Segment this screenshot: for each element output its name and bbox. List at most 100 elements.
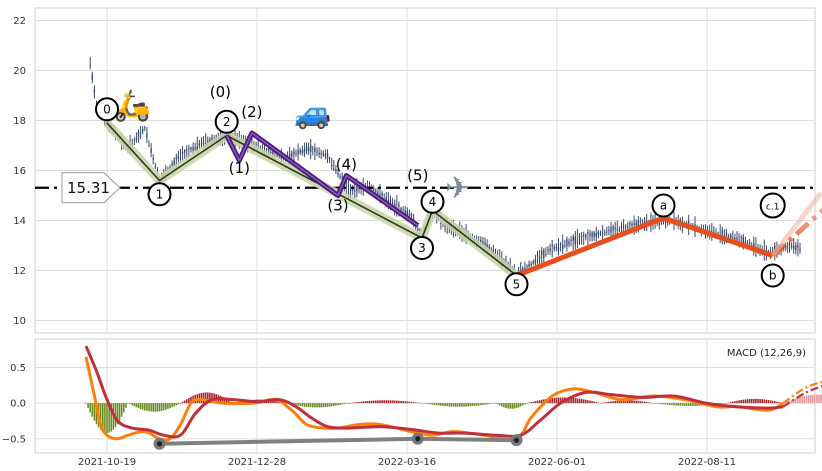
macd-histogram-bar [473,403,476,406]
sub-wave-line [226,132,419,227]
candle-body [387,199,390,203]
signal-projection-line [782,385,822,408]
macd-histogram-bar [89,403,91,413]
macd-histogram-bar [167,403,169,409]
candle-body [333,168,335,170]
macd-histogram-bar [618,400,621,404]
macd-histogram-bar [225,399,228,404]
macd-histogram-bar [788,400,791,404]
candle-body [732,237,734,239]
wave-point-5: 5 [504,272,529,297]
macd-histogram-bar [486,403,488,405]
macd-histogram-bar [435,403,438,406]
macd-histogram-bar [734,401,736,404]
candle-body [618,229,621,231]
candle-body [633,222,635,226]
candle-body [591,232,593,237]
macd-histogram-bar [106,403,108,434]
candle-body [534,258,537,264]
candle-body [589,233,591,237]
macd-histogram-bar [137,403,140,409]
macd-histogram-bar [795,398,797,404]
candle-body [685,222,688,224]
price-y-tick-label: 10 [13,316,26,327]
macd-histogram-bar [160,403,163,411]
macd-histogram-bar [324,403,327,408]
macd-histogram-bar [99,403,102,430]
sub-wave-label: (2) [241,103,262,121]
divergence-node-center [415,436,421,442]
candle-body [727,235,730,237]
candle-body [656,222,658,224]
macd-histogram-bar [505,403,507,409]
candle-body [549,248,551,251]
candle-body [272,149,274,155]
macd-histogram-bar [438,403,440,406]
candle-body [200,142,203,144]
wave-point-c.1: c.1 [759,192,786,219]
macd-histogram-bar [589,400,591,404]
macd-histogram-bar [440,403,442,406]
candle-body [316,151,318,153]
candle-body [629,223,631,225]
candle-body [797,244,799,248]
candle-body [625,225,627,227]
candle-body [410,213,413,216]
macd-histogram-bar [593,401,595,404]
macd-histogram-bar [330,403,333,407]
candle-body [192,146,194,151]
macd-histogram-bar [813,394,816,404]
macd-histogram-bar [398,400,400,404]
candle-body [658,223,660,225]
candle-body [391,202,394,204]
macd-histogram-bar [427,403,430,405]
candle-body [557,247,560,251]
candle-body [742,236,744,244]
wave-point-circle [420,189,445,214]
price-tag-label: 15.31 [67,179,110,197]
macd-histogram-bar [204,392,207,404]
macd-histogram-bar [406,401,409,404]
candle-body [559,243,562,246]
macd-histogram-bar [177,403,180,405]
candle-body [211,137,213,143]
candle-body [347,193,350,195]
candle-body [202,143,205,145]
candle-body [545,254,547,256]
candle-body [627,226,629,228]
macd-histogram-bar [120,403,123,417]
wave-point-4: 4 [420,189,445,214]
price-y-tick-label: 18 [13,116,26,127]
macd-histogram-bar [799,397,801,404]
macd-histogram-bar [570,397,572,404]
macd-histogram-bar [125,403,127,408]
macd-histogram-bar [425,403,427,404]
wave-point-label: 0 [103,102,111,116]
candle-body [142,128,144,132]
candle-body [746,242,749,245]
candle-body [339,175,341,177]
macd-histogram-bar [372,400,375,404]
candle-body [688,221,690,224]
macd-histogram-bar [675,403,677,406]
sub-wave-label: (5) [407,167,428,185]
candle-body [349,187,352,192]
macd-histogram-bar [805,395,808,404]
macd-histogram-bar [389,400,392,404]
macd-histogram-bar [200,392,203,404]
wave-point-0: 0 [95,97,119,122]
candle-body [188,148,190,150]
candle-body [154,166,156,168]
candle-body [345,185,348,187]
candle-body [486,244,488,249]
macd-histogram-bar [536,400,539,404]
candle-body [148,144,150,146]
macd-histogram-bar [276,401,278,404]
macd-histogram-bar [771,400,774,404]
candle-body [667,222,669,224]
x-tick-label: 2021-12-28 [228,457,286,468]
macd-histogram-bar [347,403,350,404]
candle-body [610,226,612,233]
candle-body [786,245,789,249]
macd-histogram-bar [513,403,516,409]
